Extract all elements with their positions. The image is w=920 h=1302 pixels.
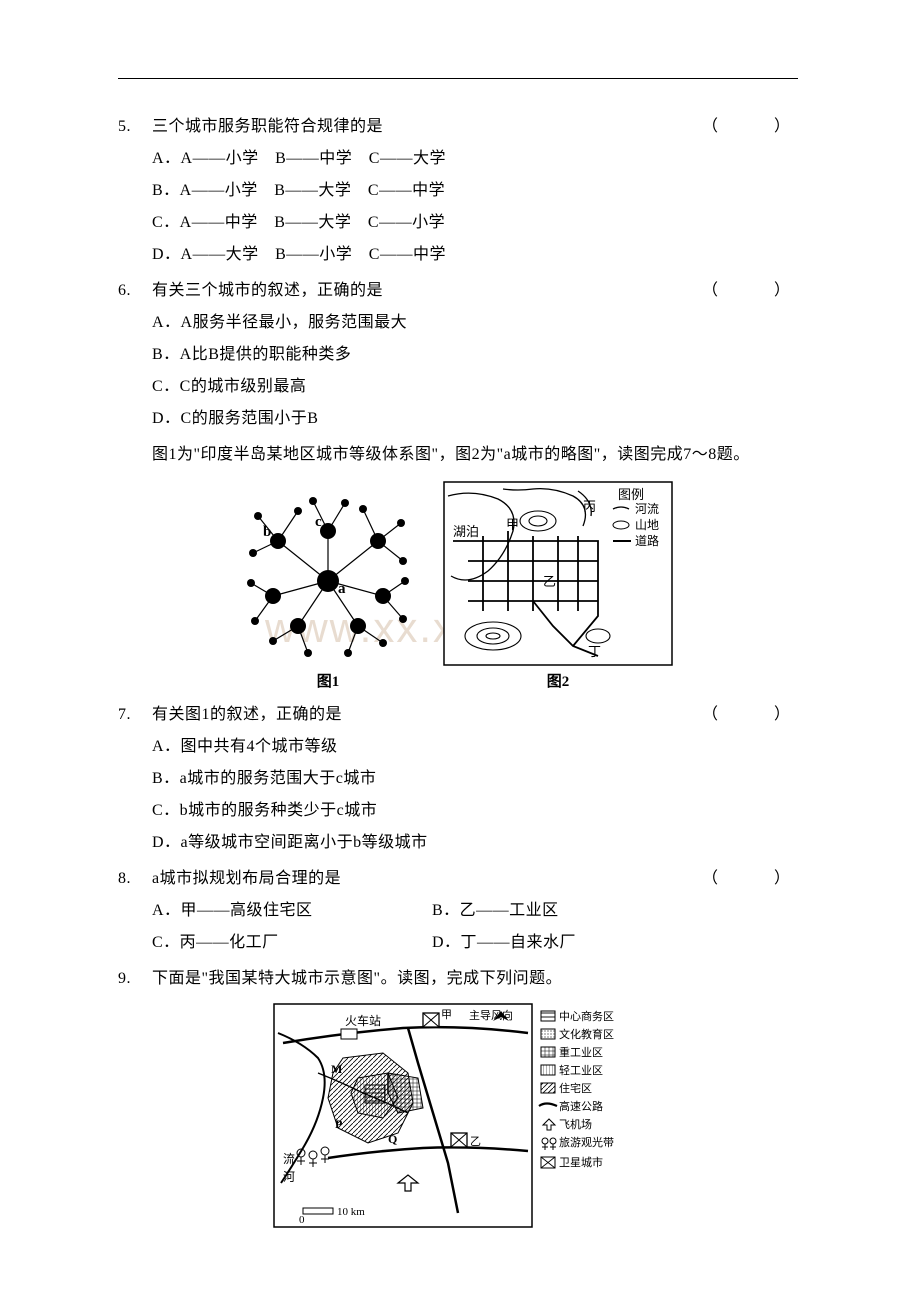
svg-text:重工业区: 重工业区 (559, 1045, 603, 1059)
svg-text:a: a (338, 581, 346, 597)
q7-option-b: B．a城市的服务范围大于c城市 (118, 763, 798, 795)
content-area: 5. 三个城市服务职能符合规律的是 （ ） A．A——小学 B——中学 C——大… (118, 78, 798, 1228)
svg-text:b: b (263, 524, 271, 540)
figure-2: 湖泊 甲 乙 丙 丁 图例 河流 山地 道路 图2 (443, 481, 673, 691)
svg-text:乙: 乙 (543, 574, 556, 589)
q9-number: 9. (118, 963, 152, 995)
figure-1: a b c 图1 (243, 481, 413, 691)
q7-number: 7. (118, 699, 152, 731)
svg-text:卫星城市: 卫星城市 (559, 1155, 603, 1169)
svg-text:M: M (331, 1062, 342, 1076)
question-8: 8. a城市拟规划布局合理的是 （ ） A．甲——高级住宅区 B．乙——工业区 … (118, 863, 798, 959)
svg-text:P: P (335, 1117, 342, 1131)
svg-text:丁: 丁 (588, 644, 601, 659)
svg-text:山地: 山地 (635, 518, 659, 532)
figures-row: a b c 图1 (118, 481, 798, 691)
q7-option-c: C．b城市的服务种类少于c城市 (118, 795, 798, 827)
q6-option-a: A．A服务半径最小，服务范围最大 (118, 307, 798, 339)
svg-text:河流: 河流 (635, 502, 659, 516)
svg-text:甲: 甲 (506, 517, 519, 532)
q7-bracket: （ ） (702, 699, 798, 731)
q6-number: 6. (118, 275, 152, 307)
q6-option-c: C．C的城市级别最高 (118, 371, 798, 403)
q8-number: 8. (118, 863, 152, 895)
q7-option-d: D．a等级城市空间距离小于b等级城市 (118, 827, 798, 859)
question-7: 7. 有关图1的叙述，正确的是 （ ） A．图中共有4个城市等级 B．a城市的服… (118, 699, 798, 859)
svg-text:河: 河 (283, 1170, 295, 1184)
svg-text:10 km: 10 km (337, 1206, 365, 1218)
q7-text: 有关图1的叙述，正确的是 (152, 699, 702, 731)
svg-text:0: 0 (299, 1214, 305, 1226)
svg-text:图例: 图例 (618, 487, 644, 502)
q5-option-c: C．A——中学 B——大学 C——小学 (118, 207, 798, 239)
q9-text: 下面是"我国某特大城市示意图"。读图，完成下列问题。 (152, 963, 798, 995)
svg-text:主导风向: 主导风向 (469, 1008, 513, 1022)
svg-text:中心商务区: 中心商务区 (559, 1009, 614, 1023)
svg-text:旅游观光带: 旅游观光带 (559, 1135, 614, 1149)
q8-option-a: A．甲——高级住宅区 (152, 895, 432, 927)
figure-1-svg: a b c (243, 481, 413, 666)
svg-text:c: c (315, 514, 322, 530)
q6-bracket: （ ） (702, 275, 798, 307)
svg-text:文化教育区: 文化教育区 (559, 1027, 614, 1041)
q8-option-d: D．丁——自来水厂 (432, 927, 576, 959)
svg-text:甲: 甲 (441, 1009, 452, 1021)
q6-option-d: D．C的服务范围小于B (118, 403, 798, 435)
intro-78-text: 图1为"印度半岛某地区城市等级体系图"，图2为"a城市的略图"，读图完成7～8题… (118, 439, 798, 471)
q8-option-b: B．乙——工业区 (432, 895, 559, 927)
figure-3-svg: 火车站 甲 乙 M P Q 流 河 主导风向 0 10 km 中心商务区 文化教… (273, 1003, 643, 1228)
svg-text:Q: Q (388, 1132, 397, 1146)
q7-option-a: A．图中共有4个城市等级 (118, 731, 798, 763)
q5-bracket: （ ） (702, 111, 798, 143)
svg-text:高速公路: 高速公路 (559, 1099, 603, 1113)
question-9: 9. 下面是"我国某特大城市示意图"。读图，完成下列问题。 (118, 963, 798, 995)
figure-3-container: 火车站 甲 乙 M P Q 流 河 主导风向 0 10 km 中心商务区 文化教… (118, 1003, 798, 1228)
svg-text:丙: 丙 (583, 499, 596, 514)
svg-text:流: 流 (283, 1152, 295, 1166)
q8-bracket: （ ） (702, 863, 798, 895)
svg-text:湖泊: 湖泊 (453, 524, 479, 539)
question-6: 6. 有关三个城市的叙述，正确的是 （ ） A．A服务半径最小，服务范围最大 B… (118, 275, 798, 435)
q8-option-c: C．丙——化工厂 (152, 927, 432, 959)
figure-1-caption: 图1 (317, 670, 340, 691)
svg-text:道路: 道路 (635, 533, 659, 548)
figure-2-caption: 图2 (547, 670, 570, 691)
svg-text:乙: 乙 (470, 1135, 481, 1148)
q8-text: a城市拟规划布局合理的是 (152, 863, 702, 895)
svg-text:住宅区: 住宅区 (559, 1081, 592, 1095)
q5-number: 5. (118, 111, 152, 143)
q5-option-d: D．A——大学 B——小学 C——中学 (118, 239, 798, 271)
q6-text: 有关三个城市的叙述，正确的是 (152, 275, 702, 307)
q5-option-b: B．A——小学 B——大学 C——中学 (118, 175, 798, 207)
figure-2-svg: 湖泊 甲 乙 丙 丁 图例 河流 山地 道路 (443, 481, 673, 666)
intro-78: 图1为"印度半岛某地区城市等级体系图"，图2为"a城市的略图"，读图完成7～8题… (118, 439, 798, 471)
svg-text:轻工业区: 轻工业区 (559, 1063, 603, 1077)
question-5: 5. 三个城市服务职能符合规律的是 （ ） A．A——小学 B——中学 C——大… (118, 111, 798, 271)
svg-text:飞机场: 飞机场 (559, 1117, 592, 1131)
q5-option-a: A．A——小学 B——中学 C——大学 (118, 143, 798, 175)
svg-text:火车站: 火车站 (345, 1013, 381, 1028)
q5-text: 三个城市服务职能符合规律的是 (152, 111, 702, 143)
q6-option-b: B．A比B提供的职能种类多 (118, 339, 798, 371)
q8-option-row1: A．甲——高级住宅区 B．乙——工业区 (118, 895, 798, 927)
q8-option-row2: C．丙——化工厂 D．丁——自来水厂 (118, 927, 798, 959)
